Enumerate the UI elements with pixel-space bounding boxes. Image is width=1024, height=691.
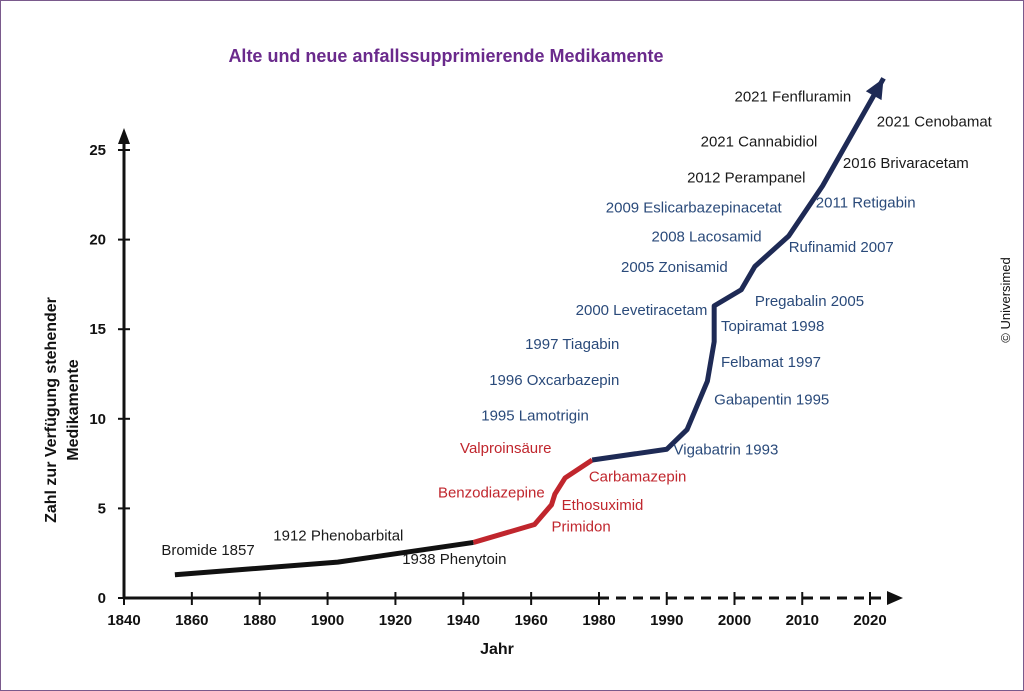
x-tick-label: 1920 — [379, 612, 412, 629]
y-tick-label: 5 — [98, 500, 106, 517]
y-tick-label: 0 — [98, 590, 106, 607]
credit-text: © Universimed — [998, 257, 1013, 342]
x-axis-arrow — [887, 591, 903, 605]
annotation-label: Vigabatrin 1993 — [674, 442, 779, 459]
annotation-label: 1995 Lamotrigin — [481, 408, 589, 425]
annotation-label: Gabapentin 1995 — [714, 391, 829, 408]
y-axis-label: Zahl zur Verfügung stehender Medikamente — [43, 297, 82, 523]
annotation-label: Rufinamid 2007 — [789, 239, 894, 256]
series-line-new — [591, 77, 886, 463]
annotation-label: Benzodiazepine — [438, 485, 545, 502]
annotation-label: 1996 Oxcarbazepin — [489, 372, 619, 389]
x-tick-label: 1980 — [582, 612, 615, 629]
x-ticks: 1840 1860 1880 1900 1920 1940 1960 1980 1990 2000… — [107, 592, 887, 629]
y-tick-label: 10 — [89, 411, 106, 428]
y-axis-arrow — [118, 128, 130, 144]
annotation-label: 2009 Eslicarbazepinacetat — [606, 200, 783, 217]
annotation-label: 2016 Brivaracetam — [843, 155, 969, 172]
axes — [118, 128, 903, 605]
x-tick-label: 1990 — [650, 612, 683, 629]
annotation-label: 2021 Fenfluramin — [735, 89, 852, 106]
annotation-label: 2000 Levetiracetam — [576, 302, 708, 319]
y-axis-label-line1: Zahl zur Verfügung stehender — [43, 297, 60, 523]
chart-title: Alte und neue anfallssupprimierende Medi… — [228, 46, 663, 66]
x-tick-label: 1940 — [447, 612, 480, 629]
annotation-label: 1912 Phenobarbital — [273, 528, 403, 545]
x-tick-label: 1840 — [107, 612, 140, 629]
annotation-label: Valproinsäure — [460, 440, 551, 457]
x-tick-label: 1880 — [243, 612, 276, 629]
y-ticks: 0 5 10 15 20 25 — [89, 142, 130, 607]
annotation-label: 1938 Phenytoin — [402, 551, 506, 568]
annotation-label: 2012 Perampanel — [687, 169, 805, 186]
x-tick-label: 1900 — [311, 612, 344, 629]
series-lines — [174, 77, 886, 578]
annotation-label: Felbamat 1997 — [721, 354, 821, 371]
series-line-old — [174, 539, 474, 578]
x-tick-label: 2020 — [853, 612, 886, 629]
annotations: Bromide 1857 1912 Phenobarbital 1938 Pheny… — [161, 89, 992, 568]
annotation-label: 2008 Lacosamid — [652, 228, 762, 245]
annotation-label: 2021 Cenobamat — [877, 114, 993, 131]
annotation-label: 2005 Zonisamid — [621, 259, 728, 276]
annotation-label: Ethosuximid — [562, 497, 644, 514]
annotation-label: Pregabalin 2005 — [755, 293, 864, 310]
credit: © Universimed — [998, 257, 1013, 342]
series-line-mid — [472, 457, 594, 545]
x-axis-label: Jahr — [480, 641, 514, 658]
y-tick-label: 15 — [89, 321, 106, 338]
x-tick-label: 2000 — [718, 612, 751, 629]
annotation-label: Carbamazepin — [589, 469, 687, 486]
y-tick-label: 20 — [89, 232, 106, 249]
annotation-label: Bromide 1857 — [161, 542, 254, 559]
x-tick-label: 1860 — [175, 612, 208, 629]
series-arrowhead — [865, 78, 884, 101]
y-axis-label-line2: Medikamente — [65, 359, 82, 460]
annotation-label: 1997 Tiagabin — [525, 336, 619, 353]
x-tick-label: 2010 — [786, 612, 819, 629]
annotation-label: 2011 Retigabin — [816, 194, 916, 211]
annotation-label: Primidon — [552, 519, 611, 536]
y-tick-label: 25 — [89, 142, 106, 159]
x-tick-label: 1960 — [514, 612, 547, 629]
annotation-label: 2021 Cannabidiol — [701, 133, 818, 150]
annotation-label: Topiramat 1998 — [721, 318, 824, 335]
